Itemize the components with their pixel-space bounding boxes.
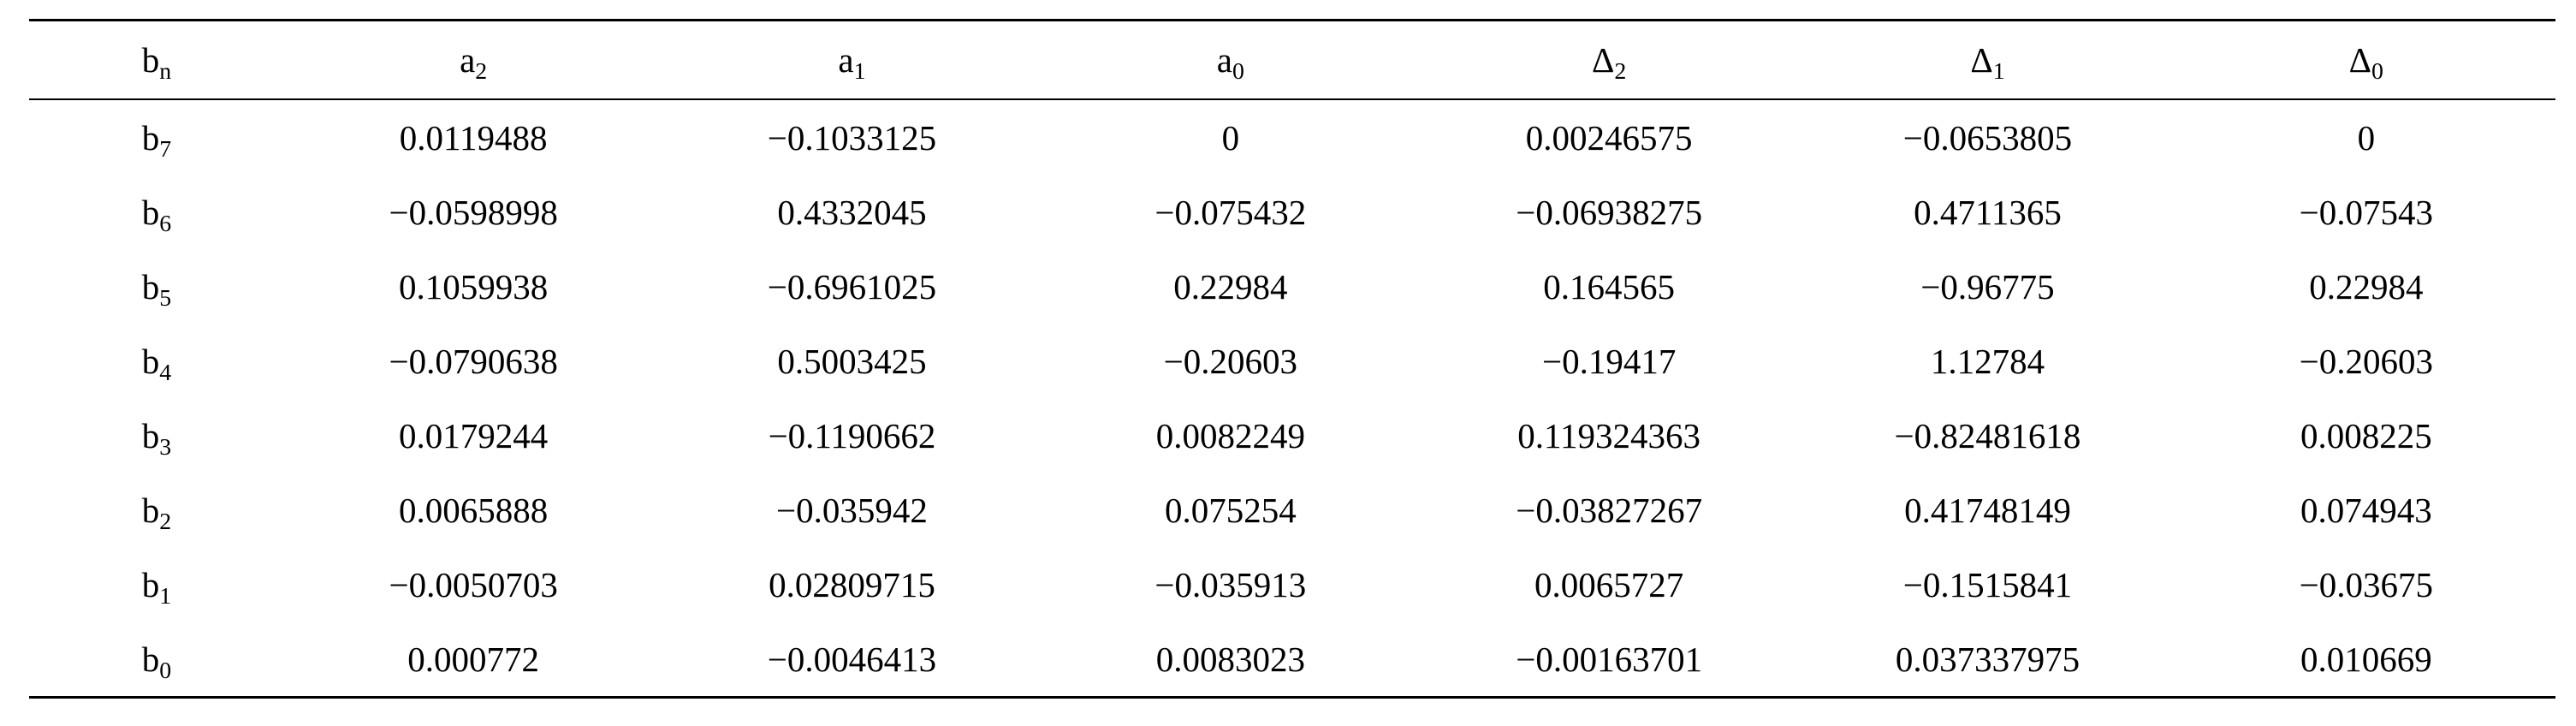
row-label: b3 bbox=[141, 415, 172, 461]
table-cell: −0.03675 bbox=[2299, 564, 2433, 604]
row-label: b2 bbox=[141, 490, 172, 535]
table-cell: 0 bbox=[1221, 117, 1240, 158]
table-cell: 0.0083023 bbox=[1155, 639, 1305, 679]
table-cell: 0.4332045 bbox=[777, 192, 927, 232]
table-cell: −0.0046413 bbox=[767, 639, 937, 679]
table-cell: 0.22984 bbox=[2309, 266, 2424, 306]
table-cell: 0.00246575 bbox=[1525, 117, 1693, 158]
table-cell: 0.075254 bbox=[1164, 490, 1297, 530]
row-label: b6 bbox=[141, 192, 172, 237]
table-cell: −0.075432 bbox=[1154, 192, 1307, 232]
table-row: b1 −0.0050703 0.02809715 −0.035913 0.0065727… bbox=[29, 547, 2555, 622]
table-cell: 0.000772 bbox=[407, 639, 540, 679]
row-label: b5 bbox=[141, 266, 172, 312]
table-cell: −0.1033125 bbox=[767, 117, 937, 158]
table-cell: −0.03827267 bbox=[1516, 490, 1703, 530]
table-cell: 0.0065888 bbox=[399, 490, 549, 530]
table-cell: 0.010669 bbox=[2300, 639, 2432, 679]
table-cell: −0.0790638 bbox=[389, 341, 558, 381]
table-row: b2 0.0065888 −0.035942 0.075254 −0.03827267 0… bbox=[29, 473, 2555, 547]
header-a0: a0 bbox=[1216, 40, 1244, 85]
table-cell: −0.06938275 bbox=[1516, 192, 1703, 232]
table-cell: −0.1515841 bbox=[1902, 564, 2073, 604]
table-cell: −0.035942 bbox=[776, 490, 928, 530]
table-cell: −0.07543 bbox=[2299, 192, 2433, 232]
table-cell: −0.00163701 bbox=[1516, 639, 1703, 679]
table-row: b3 0.0179244 −0.1190662 0.0082249 0.11932436… bbox=[29, 398, 2555, 473]
table-cell: 0.0065727 bbox=[1534, 564, 1684, 604]
table-cell: −0.82481618 bbox=[1894, 415, 2081, 455]
table-cell: −0.96775 bbox=[1920, 266, 2055, 306]
row-label: b0 bbox=[141, 639, 172, 684]
header-delta1: Δ1 bbox=[1970, 40, 2005, 85]
header-bn: bn bbox=[141, 40, 172, 85]
table-cell: 0.074943 bbox=[2300, 490, 2432, 530]
table-cell: 0.22984 bbox=[1173, 266, 1288, 306]
row-label: b7 bbox=[141, 117, 172, 163]
table-cell: 0.41748149 bbox=[1904, 490, 2071, 530]
header-a2: a2 bbox=[460, 40, 488, 85]
table-cell: −0.19417 bbox=[1541, 341, 1677, 381]
coefficient-table: bn a2 a1 a0 Δ2 Δ1 Δ0 b7 0.0119488 −0.10331… bbox=[29, 19, 2555, 699]
table-cell: −0.0653805 bbox=[1902, 117, 2073, 158]
table-cell: 0.0179244 bbox=[399, 415, 549, 455]
table-row: b7 0.0119488 −0.1033125 0 0.00246575 −0.06538… bbox=[29, 99, 2555, 175]
table-cell: −0.1190662 bbox=[768, 415, 936, 455]
table-body: b7 0.0119488 −0.1033125 0 0.00246575 −0.06538… bbox=[29, 99, 2555, 698]
table-row: b5 0.1059938 −0.6961025 0.22984 0.164565 −0.9… bbox=[29, 249, 2555, 324]
table-header-row: bn a2 a1 a0 Δ2 Δ1 Δ0 bbox=[29, 20, 2555, 99]
table-cell: 0.4711365 bbox=[1914, 192, 2062, 232]
table-cell: 0.119324363 bbox=[1517, 415, 1701, 455]
table-cell: −0.20603 bbox=[2299, 341, 2433, 381]
header-delta0: Δ0 bbox=[2348, 40, 2383, 85]
table-cell: 0.164565 bbox=[1543, 266, 1676, 306]
table-cell: −0.0050703 bbox=[389, 564, 558, 604]
table-row: b0 0.000772 −0.0046413 0.0083023 −0.00163701… bbox=[29, 622, 2555, 698]
table-cell: −0.0598998 bbox=[389, 192, 558, 232]
row-label: b4 bbox=[141, 341, 172, 386]
table-cell: 0 bbox=[2357, 117, 2376, 158]
table-cell: 0.5003425 bbox=[777, 341, 927, 381]
header-a1: a1 bbox=[838, 40, 866, 85]
table-cell: 0.02809715 bbox=[769, 564, 935, 604]
table-row: b4 −0.0790638 0.5003425 −0.20603 −0.19417 1.1… bbox=[29, 324, 2555, 398]
table-cell: 0.1059938 bbox=[399, 266, 549, 306]
table-cell: 0.008225 bbox=[2300, 415, 2432, 455]
table-cell: −0.035913 bbox=[1154, 564, 1307, 604]
table-cell: 1.12784 bbox=[1930, 341, 2045, 381]
table-cell: 0.0082249 bbox=[1155, 415, 1305, 455]
row-label: b1 bbox=[141, 564, 172, 610]
header-delta2: Δ2 bbox=[1591, 40, 1627, 85]
table-cell: −0.6961025 bbox=[767, 266, 937, 306]
table-cell: 0.0119488 bbox=[399, 117, 548, 158]
table-row: b6 −0.0598998 0.4332045 −0.075432 −0.0693827… bbox=[29, 175, 2555, 249]
coefficient-table-container: bn a2 a1 a0 Δ2 Δ1 Δ0 b7 0.0119488 −0.10331… bbox=[29, 19, 2555, 699]
table-cell: −0.20603 bbox=[1163, 341, 1297, 381]
table-cell: 0.037337975 bbox=[1895, 639, 2080, 679]
